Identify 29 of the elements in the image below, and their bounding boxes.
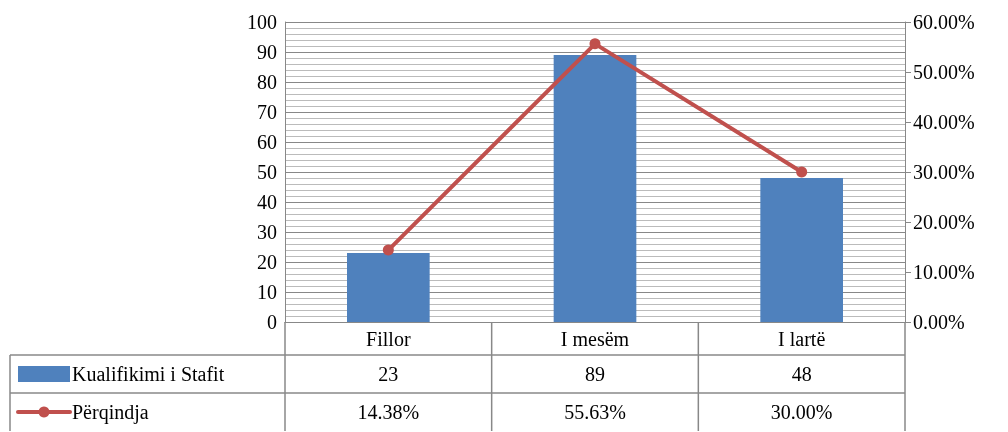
- y-tick-label: 70: [257, 101, 277, 123]
- data-label: 55.63%: [564, 401, 626, 423]
- y2-tick-label: 40.00%: [913, 111, 975, 133]
- y-tick-label: 90: [257, 41, 277, 63]
- legend-label: Përqindja: [72, 401, 149, 424]
- y2-tick-label: 10.00%: [913, 261, 975, 283]
- y-tick-label: 0: [267, 311, 277, 333]
- x-tick-label: Fillor: [366, 327, 411, 350]
- y-tick-label: 20: [257, 251, 277, 273]
- y-tick-label: 50: [257, 161, 277, 183]
- data-label: 48: [791, 363, 812, 385]
- legend-label: Kualifikimi i Stafit: [72, 363, 225, 385]
- y2-tick-label: 30.00%: [913, 161, 975, 183]
- y2-tick-label: 20.00%: [913, 211, 975, 233]
- data-label: 89: [585, 363, 605, 385]
- data-label: 23: [378, 363, 399, 385]
- x-tick-label: I mesëm: [560, 327, 630, 350]
- y-tick-label: 10: [257, 281, 277, 303]
- y2-tick-label: 60.00%: [913, 11, 975, 33]
- y-tick-label: 60: [257, 131, 277, 153]
- y-tick-label: 40: [257, 191, 277, 213]
- y-tick-label: 80: [257, 71, 277, 93]
- y-tick-label: 30: [257, 221, 277, 243]
- x-tick-label: I lartë: [778, 327, 826, 350]
- data-label: 30.00%: [770, 401, 833, 423]
- y2-tick-label: 0.00%: [913, 311, 965, 333]
- y2-tick-label: 50.00%: [913, 61, 975, 83]
- data-label: 14.38%: [357, 401, 420, 423]
- y-tick-label: 100: [247, 11, 277, 33]
